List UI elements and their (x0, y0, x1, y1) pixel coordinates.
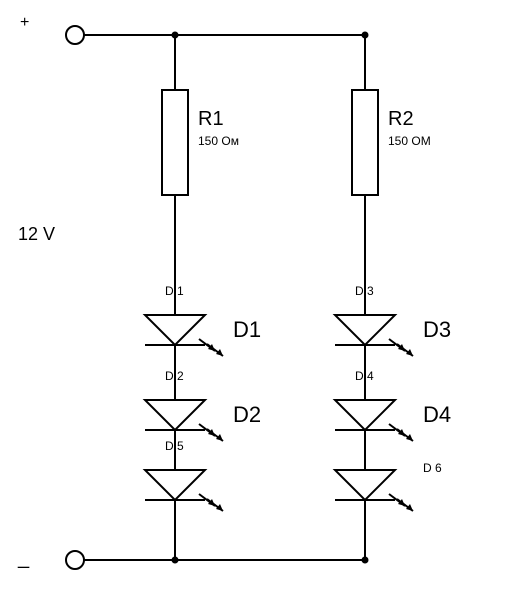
led-small-label: D 1 (165, 284, 184, 298)
led-big-label: D3 (423, 317, 451, 342)
plus-label: + (20, 14, 29, 31)
led-big-label: D1 (233, 317, 261, 342)
led-small-label: D 3 (355, 284, 374, 298)
minus-label: _ (17, 547, 30, 569)
resistor-ref: R1 (198, 108, 224, 130)
led-big-label: D2 (233, 402, 261, 427)
led-small-label: D 4 (355, 369, 374, 383)
resistor-value: 150 ОМ (388, 134, 431, 148)
led-small-label: D 5 (165, 439, 184, 453)
resistor-value: 150 Ом (198, 134, 239, 148)
circuit-schematic: + _ 12 V R1 150 Ом D 1 D1 D 2 D2 D 5 R2 150 ОМ D 3 D3… (0, 0, 517, 600)
led-small-label: D 2 (165, 369, 184, 383)
resistor-ref: R2 (388, 108, 414, 130)
voltage-label: 12 V (18, 224, 55, 244)
led-big-label: D4 (423, 402, 451, 427)
led-big-label: D 6 (423, 461, 442, 475)
